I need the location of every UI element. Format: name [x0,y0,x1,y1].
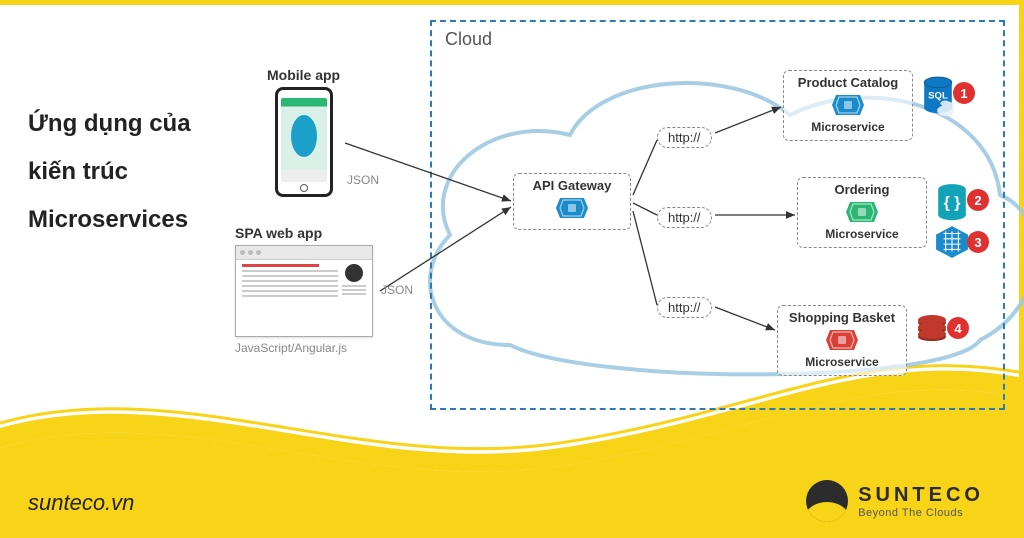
title-line-3: Microservices [28,196,238,244]
title-block: Ứng dụng của kiến trúc Microservices [28,100,238,244]
service-title: Shopping Basket [786,310,898,325]
number-badge: 2 [967,189,989,211]
spa-tech: JavaScript/Angular.js [235,341,347,355]
title-line-2: kiến trúc [28,148,238,196]
http-label: http:// [657,297,712,318]
http-label: http:// [657,127,712,148]
cloud-label: Cloud [445,29,492,50]
sql-store-icon: SQL [921,76,955,114]
footer-url: sunteco.vn [28,490,134,516]
mobile-app-label: Mobile app [267,67,340,83]
service-sub: Microservice [806,227,918,241]
phone-icon [275,87,333,197]
number-badge: 1 [953,82,975,104]
svg-text:{ }: { } [944,194,961,211]
border-bottom [0,533,1024,538]
service-title: Product Catalog [792,75,904,90]
http-label: http:// [657,207,712,228]
architecture-diagram: Cloud Mobile app JSON SPA web app [225,15,1015,415]
grid-store-icon [935,225,969,257]
redis-store-icon [915,311,949,349]
service-sub: Microservice [786,355,898,369]
svg-text:SQL: SQL [928,90,948,101]
logo: SUNTECO Beyond The Clouds [806,480,984,522]
docdb-store-icon: { } [935,183,969,221]
logo-icon [806,480,848,522]
number-badge: 4 [947,317,969,339]
microservice-box: Ordering Microservice [797,177,927,248]
microservice-box: Product Catalog Microservice [783,70,913,141]
api-gateway-title: API Gateway [522,178,622,193]
logo-name: SUNTECO [858,484,984,507]
spa-payload: JSON [381,283,413,297]
hex-icon [844,200,880,224]
api-gateway-box: API Gateway [513,173,631,230]
browser-icon [235,245,373,337]
microservice-box: Shopping Basket Microservice [777,305,907,376]
hex-icon [554,196,590,220]
service-sub: Microservice [792,120,904,134]
border-top [0,0,1024,5]
number-badge: 3 [967,231,989,253]
logo-tagline: Beyond The Clouds [858,507,984,519]
hex-icon [824,328,860,352]
service-title: Ordering [806,182,918,197]
mobile-payload: JSON [347,173,379,187]
hex-icon [830,93,866,117]
border-right [1019,0,1024,538]
spa-label: SPA web app [235,225,322,241]
title-line-1: Ứng dụng của [28,100,238,148]
